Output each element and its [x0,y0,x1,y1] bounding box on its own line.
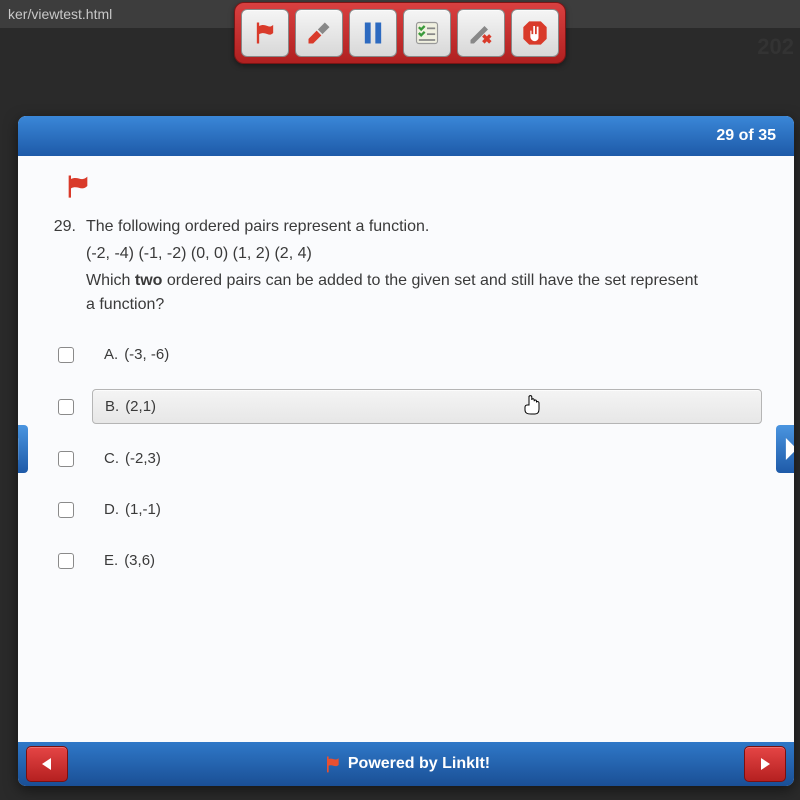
pointer-cursor-icon [523,395,541,419]
checkbox-e[interactable] [58,553,74,569]
option-text: (-2,3) [125,450,161,467]
header-bar: 29 of 35 [18,116,794,156]
option-label-b[interactable]: B. (2,1) [92,389,762,424]
next-question-button[interactable] [744,746,786,782]
eraser-icon [305,19,333,47]
strike-tool-button[interactable] [457,9,505,57]
question-line-1: The following ordered pairs represent a … [86,215,766,240]
checkbox-a[interactable] [58,347,74,363]
option-row-d[interactable]: D. (1,-1) [54,487,766,532]
flag-icon [251,19,279,47]
option-label-d[interactable]: D. (1,-1) [92,493,762,526]
option-text: (1,-1) [125,501,161,518]
year-label: 202 [757,34,794,60]
linkit-logo-icon [322,754,342,774]
option-letter: B. [105,398,119,415]
progress-indicator: 29 of 35 [716,127,776,145]
chevron-right-icon [783,438,794,460]
toolbar [234,2,566,64]
question-line-2: (-2, -4) (-1, -2) (0, 0) (1, 2) (2, 4) [86,242,766,267]
option-letter: D. [104,501,119,518]
question-number: 29. [46,215,76,318]
option-text: (2,1) [125,398,156,415]
q3-post: ordered pairs can be added to the given … [162,272,697,289]
flag-tool-button[interactable] [241,9,289,57]
checkbox-d[interactable] [58,502,74,518]
outer-frame: 29 of 35 29. The following ordered pairs… [0,28,800,800]
checklist-icon [413,19,441,47]
pause-icon [359,19,387,47]
option-letter: E. [104,552,118,569]
next-side-arrow[interactable] [776,425,794,473]
stop-tool-button[interactable] [511,9,559,57]
erase-tool-button[interactable] [295,9,343,57]
option-row-e[interactable]: E. (3,6) [54,538,766,583]
checkbox-c[interactable] [58,451,74,467]
question-flag-marker[interactable] [64,172,766,205]
q3-bold: two [135,272,163,289]
option-row-a[interactable]: A. (-3, -6) [54,332,766,377]
test-window: 29 of 35 29. The following ordered pairs… [18,116,794,786]
option-label-a[interactable]: A. (-3, -6) [92,338,762,371]
question-line-4: a function? [86,293,766,318]
checkbox-b[interactable] [58,399,74,415]
footer-text: Powered by LinkIt! [348,755,490,773]
q3-pre: Which [86,272,135,289]
option-letter: C. [104,450,119,467]
triangle-left-icon [39,756,55,772]
option-text: (-3, -6) [124,346,169,363]
prev-side-arrow[interactable] [18,425,28,473]
option-letter: A. [104,346,118,363]
question-line-3: Which two ordered pairs can be added to … [86,269,766,294]
footer-bar: Powered by LinkIt! [18,742,794,786]
option-text: (3,6) [124,552,155,569]
option-row-c[interactable]: C. (-2,3) [54,436,766,481]
chevron-left-icon [18,438,21,460]
options-list: A. (-3, -6) B. (2,1) C. (-2,3) [46,332,766,583]
stop-hand-icon [521,19,549,47]
option-label-c[interactable]: C. (-2,3) [92,442,762,475]
option-row-b[interactable]: B. (2,1) [54,383,766,430]
pencil-x-icon [467,19,495,47]
question-content: 29. The following ordered pairs represen… [18,156,794,742]
question-block: 29. The following ordered pairs represen… [46,215,766,318]
prev-question-button[interactable] [26,746,68,782]
triangle-right-icon [757,756,773,772]
checklist-tool-button[interactable] [403,9,451,57]
question-body: The following ordered pairs represent a … [86,215,766,318]
option-label-e[interactable]: E. (3,6) [92,544,762,577]
flag-icon [64,172,92,200]
pause-tool-button[interactable] [349,9,397,57]
